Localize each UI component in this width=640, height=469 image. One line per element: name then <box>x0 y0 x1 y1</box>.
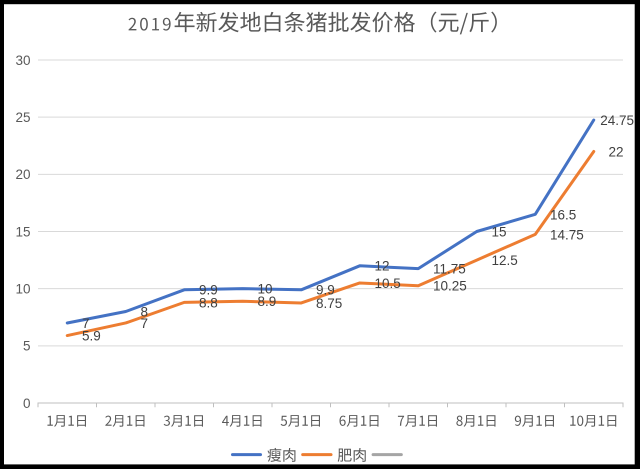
svg-text:7: 7 <box>82 316 90 331</box>
svg-text:8.8: 8.8 <box>199 295 218 310</box>
svg-text:0: 0 <box>23 396 31 411</box>
svg-text:24.75: 24.75 <box>600 113 634 128</box>
svg-text:8: 8 <box>140 304 148 319</box>
svg-text:8.9: 8.9 <box>257 294 276 309</box>
svg-text:10: 10 <box>257 282 272 297</box>
svg-text:8.75: 8.75 <box>316 296 342 311</box>
svg-text:20: 20 <box>15 167 30 182</box>
svg-text:15: 15 <box>491 224 506 239</box>
svg-text:9.9: 9.9 <box>199 283 218 298</box>
svg-text:30: 30 <box>15 53 30 68</box>
svg-text:12.5: 12.5 <box>491 253 517 268</box>
svg-text:10.5: 10.5 <box>374 276 400 291</box>
svg-text:9.9: 9.9 <box>316 283 335 298</box>
svg-text:5.9: 5.9 <box>82 328 101 343</box>
svg-text:15: 15 <box>15 224 30 239</box>
svg-text:11.75: 11.75 <box>433 262 466 277</box>
svg-text:10: 10 <box>15 282 30 297</box>
svg-text:16.5: 16.5 <box>550 207 576 222</box>
svg-text:14.75: 14.75 <box>550 227 584 242</box>
svg-text:12: 12 <box>374 259 389 274</box>
svg-text:5: 5 <box>23 339 31 354</box>
svg-text:25: 25 <box>15 110 30 125</box>
svg-text:10.25: 10.25 <box>433 279 467 294</box>
svg-text:7: 7 <box>140 316 148 331</box>
svg-text:22: 22 <box>608 144 623 159</box>
